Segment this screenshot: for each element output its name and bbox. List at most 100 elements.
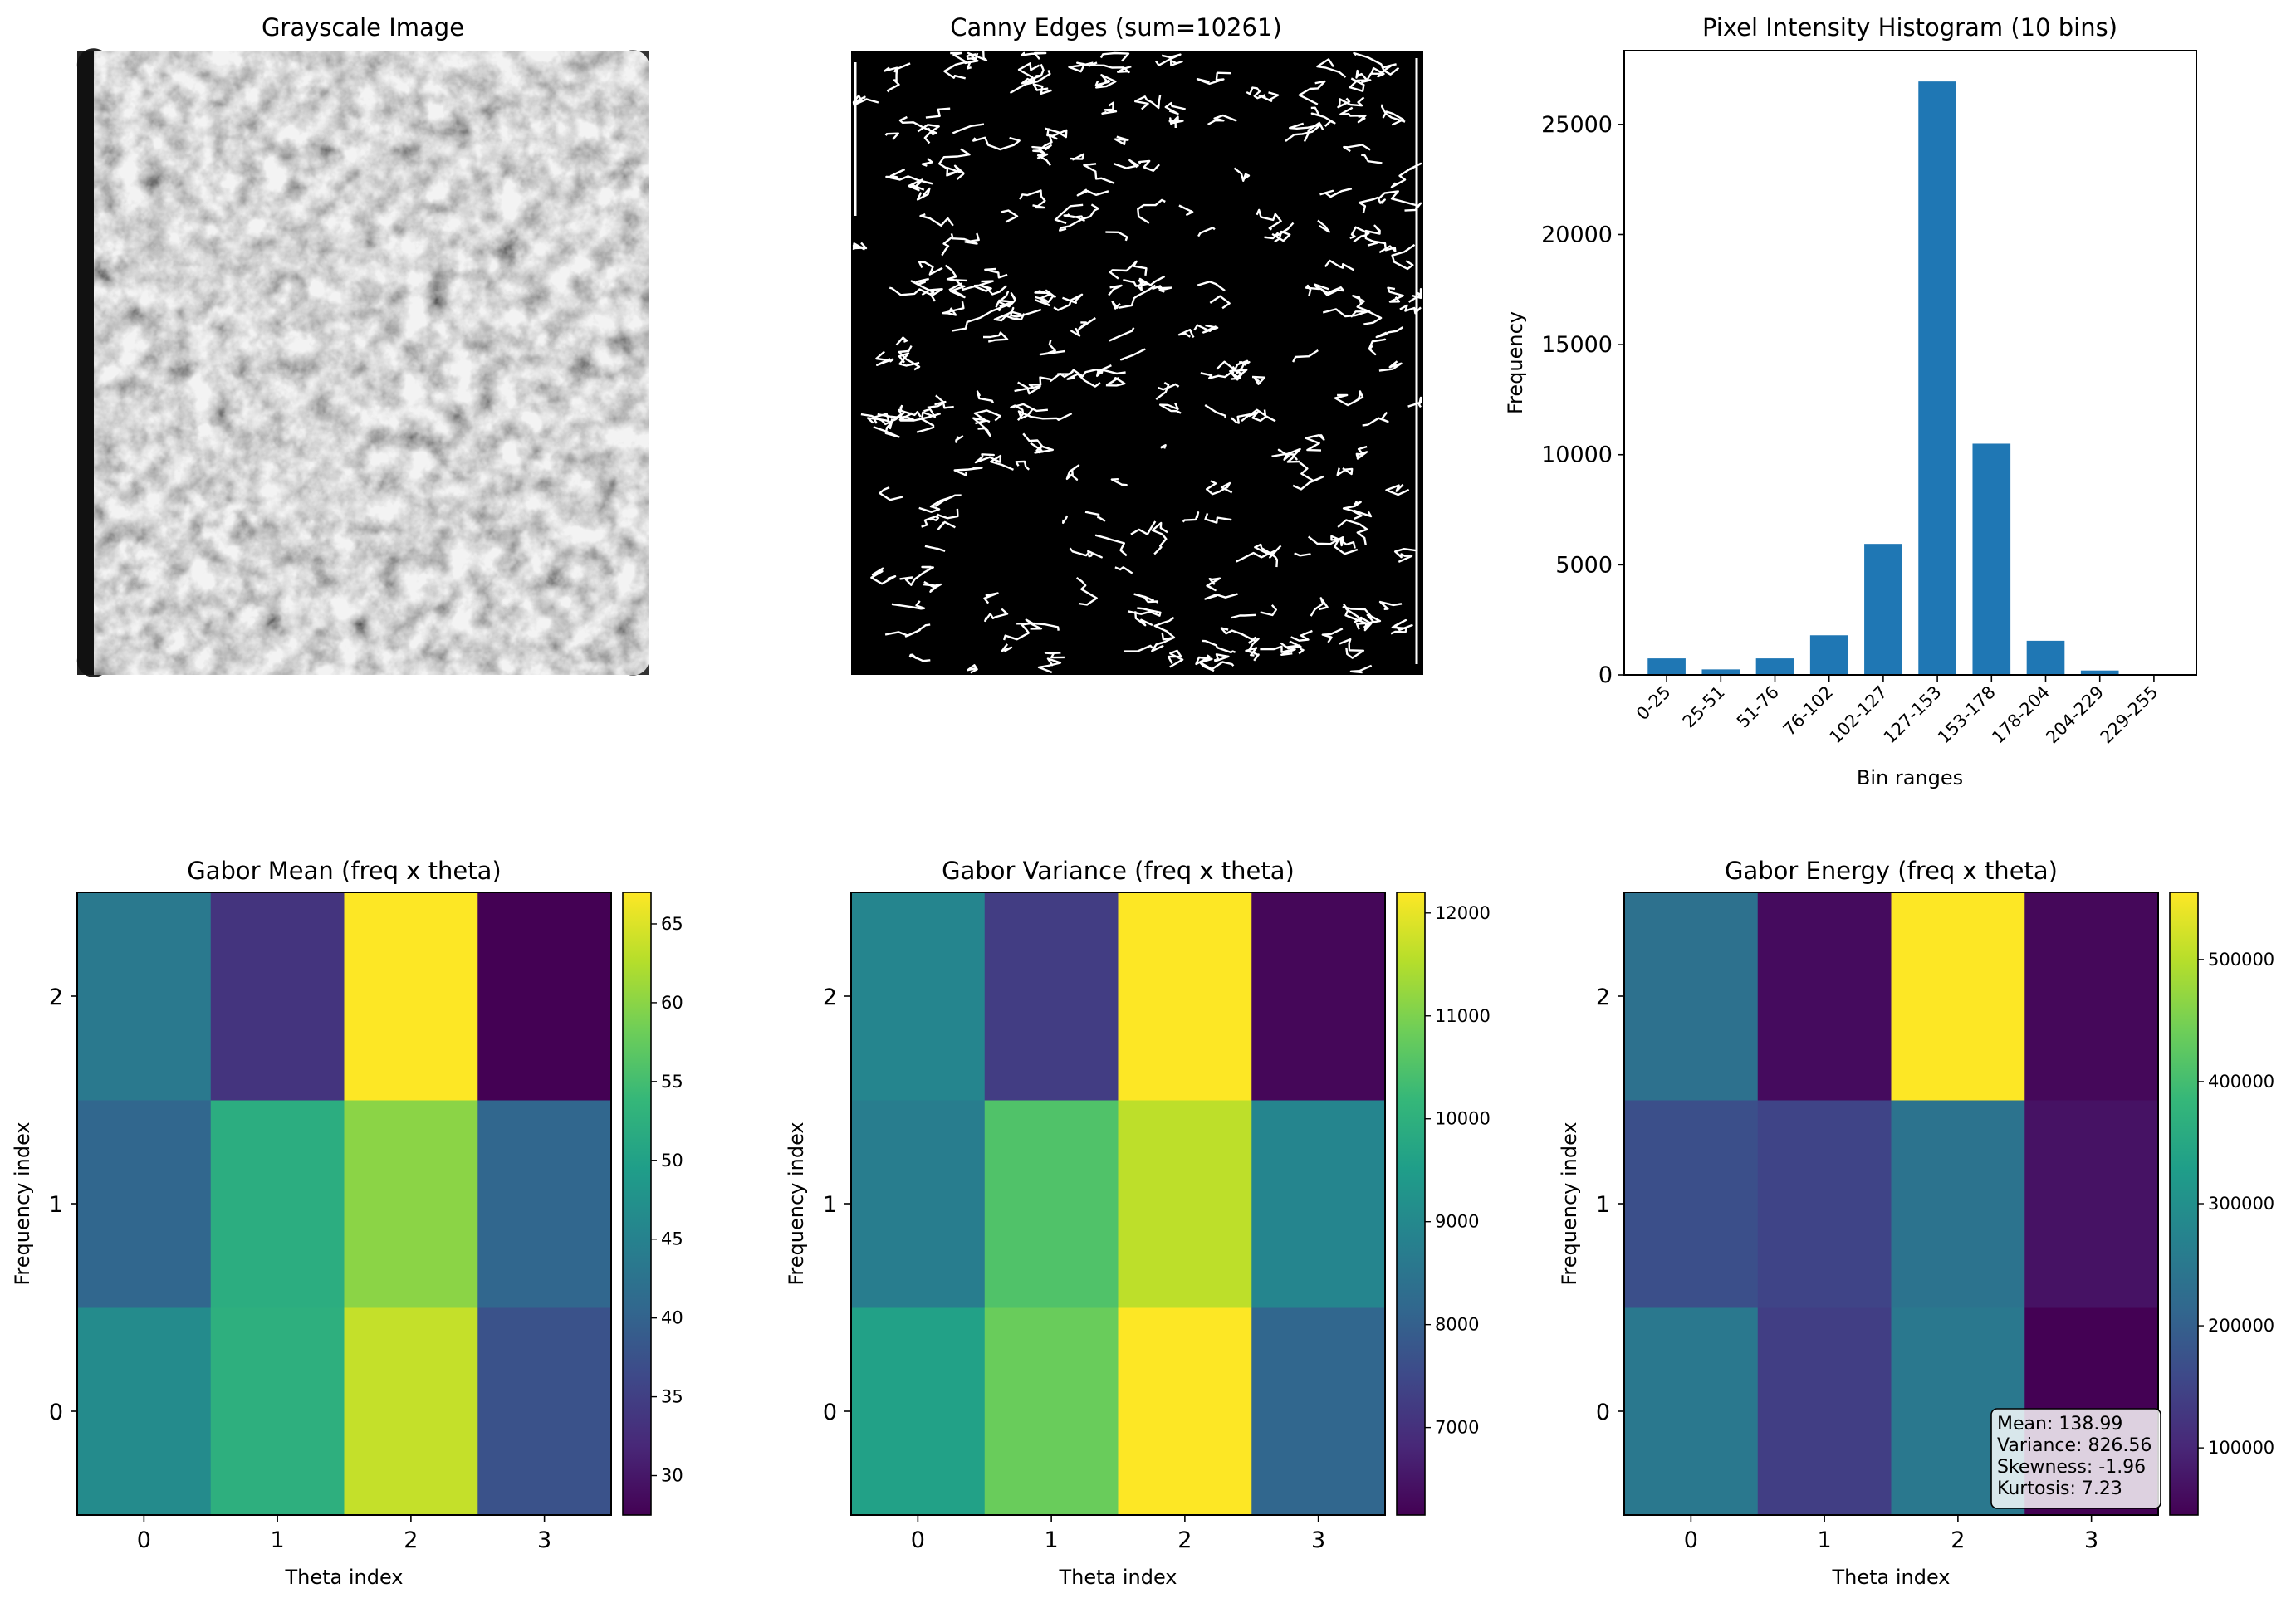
heatmap-cell: [77, 1307, 212, 1516]
edge-stroke: [1010, 306, 1042, 318]
edge-stroke: [1114, 566, 1133, 574]
edge-stroke: [1096, 364, 1126, 377]
edge-stroke: [1134, 95, 1162, 110]
edge-stroke: [1334, 390, 1364, 407]
edge-stroke: [1355, 69, 1373, 81]
x-tick-label: 2: [1177, 1527, 1192, 1553]
edge-stroke: [1271, 452, 1300, 463]
y-tick-label: 5000: [1555, 552, 1613, 578]
heatmap-cell: [1251, 1307, 1386, 1516]
edge-stroke: [1014, 381, 1041, 395]
edge-stroke: [1407, 288, 1422, 303]
x-tick-label: 178-204: [1988, 682, 2054, 748]
y-tick-label: 1: [49, 1192, 63, 1218]
edge-stroke: [1233, 167, 1251, 182]
edge-stroke: [1195, 654, 1213, 666]
edge-stroke: [1094, 74, 1117, 89]
edge-stroke: [990, 454, 1014, 471]
edge-stroke: [974, 453, 1001, 464]
edge-stroke: [898, 115, 937, 136]
x-tick-label: 0-25: [1633, 682, 1675, 725]
edge-stroke: [1105, 376, 1126, 387]
edge-stroke: [1034, 290, 1052, 306]
heatmap-cell: [2024, 892, 2159, 1101]
colorbar: [622, 892, 652, 1516]
heatmap-cell: [477, 1100, 612, 1308]
edge-stroke: [1137, 198, 1166, 224]
colorbar-tick-label: 55: [661, 1072, 683, 1092]
heatmap-title: Gabor Mean (freq x theta): [187, 857, 501, 885]
edge-stroke: [1387, 286, 1404, 303]
edge-stroke: [898, 352, 920, 367]
edge-stroke: [1271, 230, 1291, 243]
edge-stroke: [976, 390, 995, 404]
heatmap-cell: [984, 892, 1119, 1101]
edge-stroke: [908, 653, 931, 662]
edge-stroke: [1160, 444, 1167, 449]
histogram-panel: Pixel Intensity Histogram (10 bins) 0 500…: [1504, 13, 2197, 789]
heatmap-cell: [210, 892, 345, 1101]
edge-stroke: [1385, 483, 1410, 496]
edge-stroke: [955, 435, 964, 443]
edge-stroke: [1036, 153, 1051, 167]
heatmap-cell: [851, 1307, 986, 1516]
heatmap-cell: [210, 1307, 345, 1516]
stats-line: Mean: 138.99: [1997, 1414, 2122, 1434]
y-tick-label: 2: [823, 985, 837, 1010]
colorbar-tick-label: 300000: [2208, 1194, 2274, 1214]
edge-stroke: [1130, 520, 1157, 535]
edge-stroke: [1204, 593, 1238, 600]
edge-stroke: [984, 267, 1008, 279]
heatmap-cell: [1251, 1100, 1386, 1308]
x-tick-label: 51-76: [1733, 682, 1783, 732]
y-tick-label: 2: [1596, 985, 1610, 1010]
edge-stroke: [1292, 349, 1319, 363]
edge-stroke: [1204, 403, 1226, 419]
edge-stroke: [1322, 308, 1383, 325]
edge-stroke: [1319, 188, 1353, 198]
heatmap-title: Gabor Energy (freq x theta): [1725, 857, 2058, 885]
edge-stroke: [1068, 61, 1098, 73]
edge-stroke: [1044, 652, 1065, 659]
colorbar-tick-label: 9000: [1435, 1212, 1479, 1232]
x-tick-label: 3: [2084, 1527, 2098, 1553]
canny-edges: [852, 51, 1422, 674]
x-tick-label: 127-153: [1880, 682, 1946, 748]
edge-stroke: [1368, 338, 1387, 356]
edge-stroke: [1001, 209, 1019, 223]
stats-line: Skewness: -1.96: [1997, 1457, 2146, 1478]
edge-stroke: [918, 261, 943, 276]
edge-stroke: [1177, 329, 1195, 339]
edge-stroke: [1070, 327, 1081, 337]
edge-stroke: [1315, 285, 1345, 296]
edge-stroke: [1108, 284, 1123, 296]
edge-stroke: [927, 400, 947, 409]
stats-box: [1990, 1408, 2161, 1509]
y-tick-label: 0: [823, 1400, 837, 1425]
x-tick-label: 1: [1818, 1527, 1832, 1553]
y-tick-label: 1: [1596, 1192, 1610, 1218]
edge-stroke: [1355, 445, 1368, 460]
colorbar-tick-label: 100000: [2208, 1438, 2274, 1458]
edge-stroke: [1305, 283, 1329, 297]
heatmap-cell: [1624, 1307, 1759, 1516]
edge-stroke: [1105, 231, 1128, 242]
colorbar-tick-label: 7000: [1435, 1418, 1479, 1438]
heatmap-cell: [984, 1307, 1119, 1516]
edge-stroke: [1182, 511, 1200, 523]
edge-stroke: [1124, 644, 1153, 652]
edge-stroke: [1294, 552, 1311, 557]
edge-stroke: [943, 51, 967, 80]
edge-stroke: [1151, 521, 1168, 555]
edge-stroke: [1361, 154, 1383, 164]
edge-stroke: [925, 107, 951, 119]
edge-stroke: [919, 213, 954, 227]
histogram-y-ticks: 0 5000 10000 15000 20000 25000: [1541, 112, 1624, 688]
edge-stroke: [1375, 326, 1403, 339]
colorbar: [1396, 892, 1426, 1516]
edge-stroke: [1045, 127, 1068, 139]
edge-stroke: [1022, 432, 1054, 454]
